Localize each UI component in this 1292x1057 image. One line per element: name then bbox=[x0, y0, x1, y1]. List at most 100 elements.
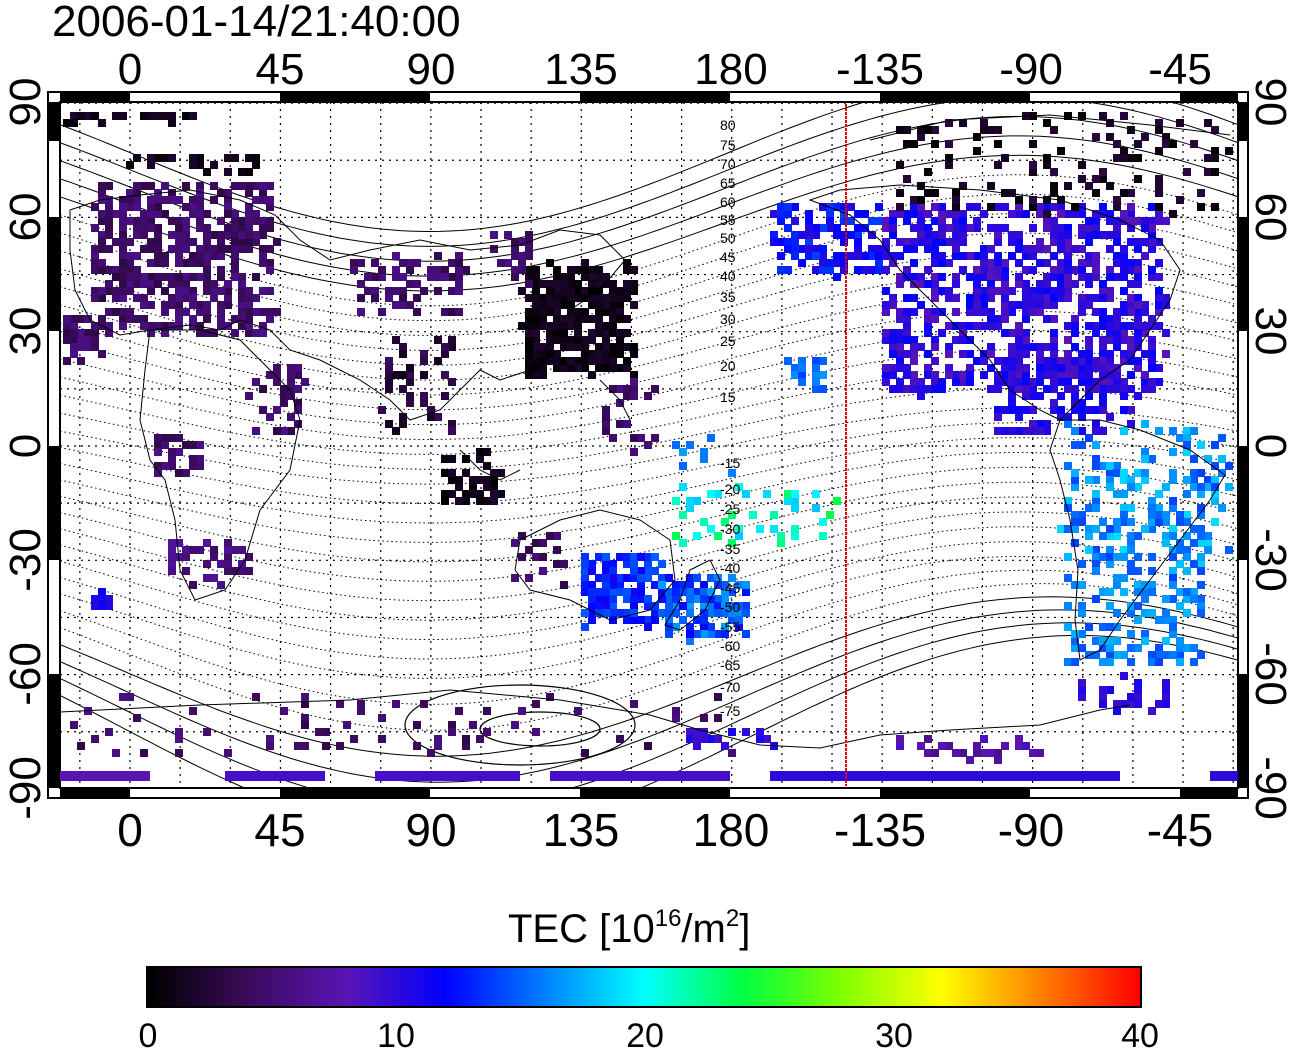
tec-cell bbox=[637, 588, 645, 596]
tec-cell bbox=[1148, 238, 1156, 246]
tec-cell bbox=[1029, 287, 1037, 295]
tec-cell bbox=[602, 553, 610, 561]
tec-cell bbox=[609, 616, 617, 624]
tec-cell bbox=[1190, 455, 1198, 463]
colorbar-title: TEC [1016/m2] bbox=[508, 905, 750, 953]
tec-cell bbox=[1162, 350, 1170, 358]
tec-cell bbox=[1148, 357, 1156, 365]
tec-cell bbox=[812, 231, 820, 239]
tec-cell bbox=[1204, 532, 1212, 540]
tec-cell bbox=[525, 231, 533, 239]
tec-cell bbox=[140, 301, 148, 309]
tec-cell bbox=[280, 399, 288, 407]
tec-cell bbox=[1092, 259, 1100, 267]
tec-cell bbox=[1197, 553, 1205, 561]
tec-cell bbox=[903, 322, 911, 330]
tec-cell bbox=[1183, 588, 1191, 596]
tec-cell bbox=[224, 749, 232, 757]
tec-cell bbox=[1001, 427, 1009, 435]
tec-cell bbox=[700, 735, 708, 743]
tec-cell bbox=[441, 266, 449, 274]
contour-label: -60 bbox=[720, 638, 740, 654]
lon-tick-label: 90 bbox=[405, 804, 456, 856]
tec-cell bbox=[1197, 441, 1205, 449]
tec-cell bbox=[1134, 154, 1142, 162]
tec-cell bbox=[392, 371, 400, 379]
tec-cell bbox=[147, 259, 155, 267]
tec-cell bbox=[1064, 182, 1072, 190]
tec-cell bbox=[217, 252, 225, 260]
tec-cell bbox=[98, 210, 106, 218]
tec-cell bbox=[994, 322, 1002, 330]
tec-cell bbox=[203, 287, 211, 295]
tec-cell bbox=[938, 259, 946, 267]
tec-cell bbox=[1120, 385, 1128, 393]
tec-cell bbox=[1155, 287, 1163, 295]
tec-cell bbox=[630, 343, 638, 351]
tec-cell bbox=[602, 427, 610, 435]
tec-cell bbox=[1008, 357, 1016, 365]
tec-cell bbox=[1148, 588, 1156, 596]
tec-cell bbox=[672, 609, 680, 617]
tec-cell bbox=[1197, 525, 1205, 533]
tec-cell bbox=[616, 574, 624, 582]
tec-cell bbox=[623, 595, 631, 603]
coastline bbox=[514, 509, 676, 621]
tec-cell bbox=[1092, 441, 1100, 449]
tec-cell bbox=[721, 595, 729, 603]
tec-cell bbox=[707, 434, 715, 442]
tec-cell bbox=[175, 217, 183, 225]
tec-cell bbox=[1162, 140, 1170, 148]
tec-cell bbox=[385, 287, 393, 295]
tec-cell bbox=[455, 280, 463, 288]
tec-cell bbox=[147, 280, 155, 288]
colorbar-title-unit-exponent: 2 bbox=[725, 905, 740, 932]
tec-cell bbox=[721, 602, 729, 610]
tec-cell bbox=[133, 182, 141, 190]
tec-cell bbox=[1085, 532, 1093, 540]
tec-cell bbox=[994, 252, 1002, 260]
tec-cell bbox=[1155, 651, 1163, 659]
tec-cell bbox=[1155, 189, 1163, 197]
tec-cell bbox=[1176, 658, 1184, 666]
tick-bars bbox=[49, 93, 1247, 797]
tec-cell bbox=[623, 259, 631, 267]
tec-cell bbox=[1113, 224, 1121, 232]
tec-cell bbox=[1071, 539, 1079, 547]
tec-cell bbox=[231, 217, 239, 225]
tec-cell bbox=[567, 364, 575, 372]
tec-cell bbox=[1029, 392, 1037, 400]
tec-cell bbox=[623, 553, 631, 561]
tec-cell bbox=[105, 245, 113, 253]
tec-cell bbox=[406, 378, 414, 386]
tec-cell bbox=[1078, 560, 1086, 568]
tec-cell bbox=[903, 294, 911, 302]
tec-cell bbox=[609, 287, 617, 295]
tec-cell bbox=[1057, 371, 1065, 379]
tec-cell bbox=[1071, 581, 1079, 589]
tec-cell bbox=[168, 455, 176, 463]
tec-cell bbox=[77, 112, 85, 120]
tec-cell bbox=[1197, 490, 1205, 498]
tec-cell bbox=[679, 581, 687, 589]
tec-cell bbox=[651, 616, 659, 624]
tec-cell bbox=[1169, 469, 1177, 477]
tec-cell bbox=[182, 238, 190, 246]
tec-cell bbox=[1134, 301, 1142, 309]
tec-cell bbox=[875, 259, 883, 267]
contour-line bbox=[60, 252, 1238, 366]
tec-cell bbox=[112, 294, 120, 302]
tec-cell bbox=[91, 595, 99, 603]
tec-cell bbox=[644, 595, 652, 603]
tec-cell bbox=[777, 266, 785, 274]
tec-cell bbox=[1036, 203, 1044, 211]
tec-cell bbox=[539, 371, 547, 379]
tec-cell bbox=[1099, 364, 1107, 372]
tec-cell bbox=[581, 336, 589, 344]
tec-cell bbox=[518, 322, 526, 330]
tec-cell bbox=[1106, 357, 1114, 365]
tec-cell bbox=[525, 329, 533, 337]
tec-cell bbox=[1148, 245, 1156, 253]
tec-cell bbox=[910, 140, 918, 148]
tec-cell bbox=[595, 357, 603, 365]
